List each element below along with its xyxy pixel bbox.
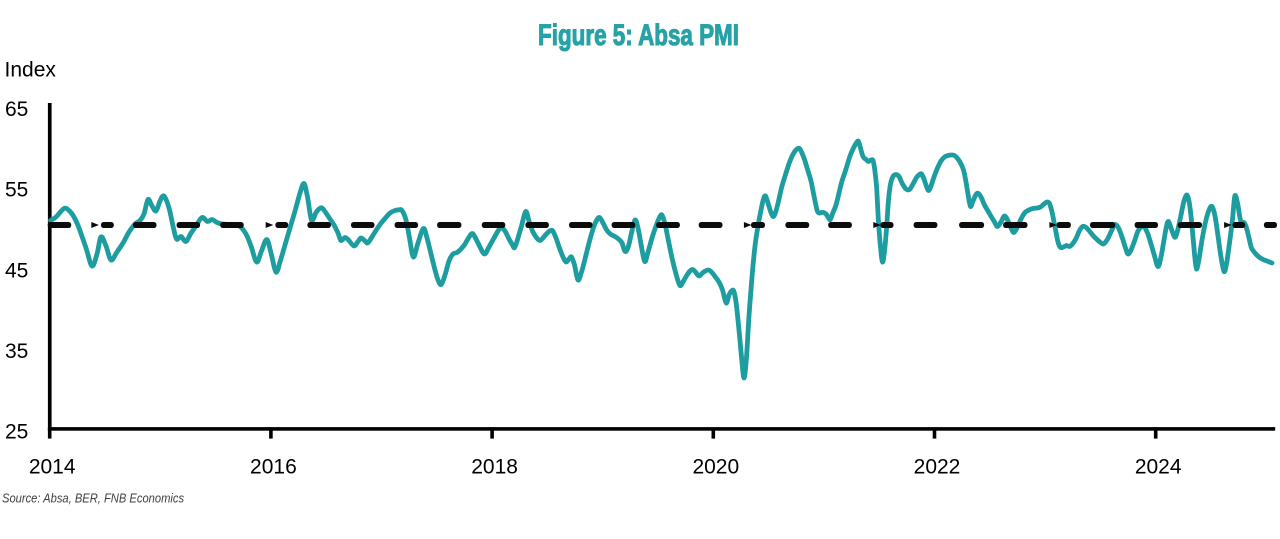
svg-text:35: 35 xyxy=(5,340,28,363)
svg-text:2022: 2022 xyxy=(914,455,961,478)
svg-text:55: 55 xyxy=(5,179,28,202)
svg-text:65: 65 xyxy=(5,98,28,121)
svg-text:2024: 2024 xyxy=(1135,455,1182,478)
svg-text:25: 25 xyxy=(5,421,28,444)
svg-text:Index: Index xyxy=(5,58,57,81)
svg-text:45: 45 xyxy=(5,259,28,282)
svg-text:2020: 2020 xyxy=(692,455,739,478)
svg-text:Source: Absa, BER, FNB Economi: Source: Absa, BER, FNB Economics xyxy=(2,491,184,506)
svg-text:2014: 2014 xyxy=(29,455,76,478)
svg-text:2018: 2018 xyxy=(471,455,518,478)
svg-text:Figure 5: Absa PMI: Figure 5: Absa PMI xyxy=(538,18,739,52)
svg-text:2016: 2016 xyxy=(250,455,297,478)
